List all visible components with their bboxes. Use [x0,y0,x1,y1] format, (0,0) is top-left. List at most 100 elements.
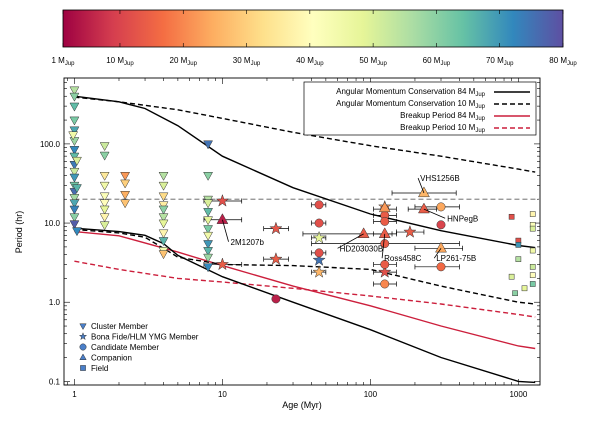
annotation-leader [222,219,229,242]
marker-legend-label: Companion [91,354,132,363]
point-square [529,264,536,270]
point-tri-down [69,116,80,126]
point-circle [271,294,281,304]
point-tri-down [99,205,110,215]
legend-label: Breakup Period 84 MJup [400,111,485,122]
colorbar-ticks [62,10,564,47]
colorbar-label: 40 MJup [296,56,324,67]
point-tri-down [69,199,80,209]
marker-legend-symbol [79,353,87,360]
point-star [269,221,283,235]
point-square [529,247,536,254]
point-tri-down [158,205,169,215]
point-tri-up [378,227,391,238]
point-tri-down [120,199,131,209]
point-star [312,230,326,244]
marker-legend-label: Field [91,364,108,373]
point-tri-up [418,186,430,198]
point-tri-down [99,221,110,231]
point-tri-down [69,173,80,183]
point-tri-up [216,213,229,224]
curve-dashed-red [74,260,536,318]
point-tri-down [158,192,169,202]
annotation-leader [381,233,386,259]
marker-legend-symbol [78,331,88,341]
point-square [508,273,515,280]
point-tri-down [69,146,80,155]
colorbar-label: 1 MJup [51,56,75,67]
point-tri-down [69,213,80,223]
point-tri-down [120,179,131,189]
point-square [529,225,536,232]
curve-solid-red [74,230,536,350]
point-tri-down [99,181,110,191]
legend-label: Breakup Period 10 MJup [400,123,485,134]
point-circle [314,200,324,210]
point-tri-down [158,201,169,211]
point-square [515,242,522,248]
point-tri-down [203,247,214,256]
point-circle [380,239,390,249]
colorbar-label: 30 MJup [233,56,261,67]
y-tick-label: 10.0 [44,219,60,228]
annotation-leader [433,248,442,259]
point-circle [436,202,446,212]
point-square [529,272,536,278]
legend-label: Angular Momentum Conservation 84 MJup [336,87,486,98]
annotation-leader [423,208,446,219]
point-star [312,265,326,278]
point-circle [436,220,446,230]
curve-secondary-solid-black [74,227,536,384]
y-axis-label: Period (hr) [14,211,24,254]
x-tick-label: 1000 [509,390,527,399]
point-tri-down [203,199,214,209]
point-tri-down [69,194,80,204]
point-tri-down [158,250,169,260]
point-square [529,211,536,217]
marker-legend-symbol [80,365,86,371]
point-tri-down [203,172,214,181]
point-tri-down [203,263,214,273]
point-circle [380,279,390,289]
point-circle [436,262,446,272]
point-tri-down [72,156,82,166]
point-square [515,256,522,262]
legend-box [303,81,537,136]
point-tri-down [69,126,80,136]
annotation-label: 2M1207b [231,238,265,247]
point-tri-down [203,240,214,250]
point-tri-up [378,201,391,213]
point-tri-down [120,191,131,200]
marker-legend-label: Candidate Member [91,343,159,352]
point-tri-down [72,184,82,194]
point-square [521,285,528,292]
colorbar-label: 10 MJup [106,56,134,67]
colorbar-label: 50 MJup [359,56,387,67]
x-tick-label: 1 [72,390,77,399]
point-tri-down [69,102,80,112]
marker-legend-symbol [79,323,87,331]
point-tri-down [69,92,80,102]
point-tri-down [72,227,82,237]
point-tri-down [120,172,131,181]
y-tick-label: 1.0 [49,298,61,307]
curve-solid-black [74,95,536,249]
point-tri-down [203,231,214,241]
point-tri-down [69,86,80,96]
point-tri-down [99,213,110,223]
point-circle [380,216,390,226]
data-points [68,86,536,304]
point-tri-down [203,225,214,235]
point-star [215,193,230,207]
point-tri-down [99,151,110,161]
point-circle [314,218,324,228]
point-tri-down [99,172,110,181]
point-star [215,257,230,271]
point-tri-down [69,220,80,230]
point-square [512,290,518,297]
marker-legend: Cluster Member Bona Fide/HLM YMG MemberCa… [78,322,199,373]
point-star [312,253,326,266]
point-square [508,213,515,220]
point-tri-down [203,140,214,150]
